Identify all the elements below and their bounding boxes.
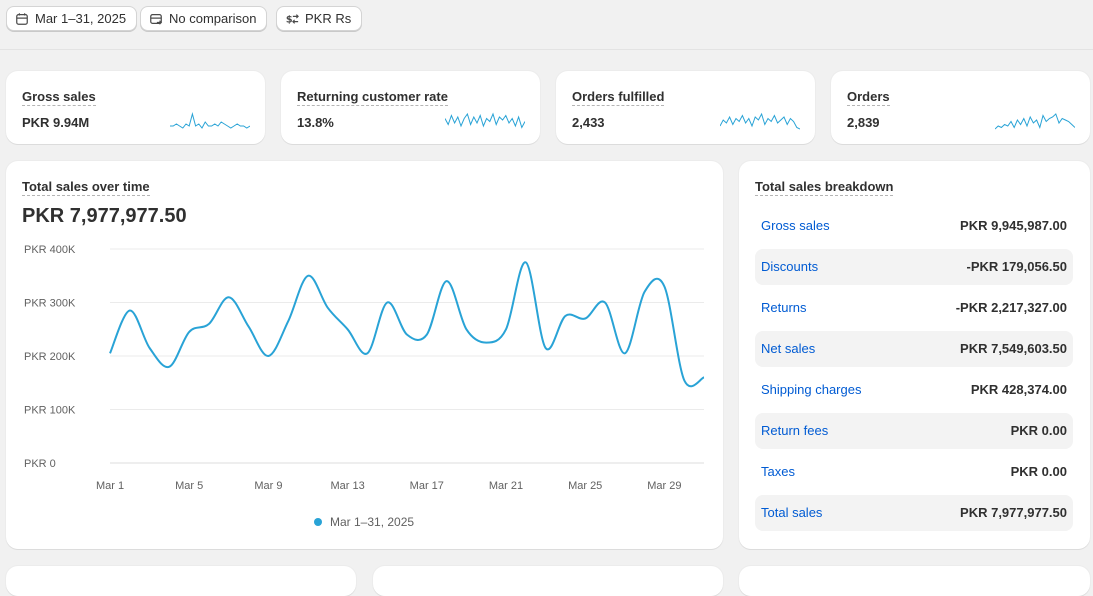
sparkline-path [445,112,525,129]
sparkline [720,112,800,130]
sparkline-path [995,113,1075,130]
sales-over-time-card: Total sales over time PKR 7,977,977.50 P… [6,161,723,549]
x-tick-label: Mar 1 [96,480,124,492]
breakdown-value: PKR 7,549,603.50 [960,341,1067,356]
comparison-button[interactable]: No comparison [140,6,268,31]
x-tick-label: Mar 13 [330,480,364,492]
sparkline-path [720,112,800,130]
metric-value: 2,839 [847,115,880,130]
comparison-label: No comparison [169,11,257,26]
svg-text:$: $ [286,14,293,25]
metric-value: 2,433 [572,115,605,130]
breakdown-value: PKR 0.00 [1010,464,1067,479]
sparkline [445,112,525,129]
breakdown-value: -PKR 179,056.50 [966,259,1067,274]
metric-value: 13.8% [297,115,334,130]
series-line[interactable] [109,261,705,388]
breakdown-value: PKR 0.00 [1010,423,1067,438]
breakdown-value: PKR 7,977,977.50 [960,505,1067,520]
breakdown-link[interactable]: Net sales [761,341,816,356]
date-range-button[interactable]: Mar 1–31, 2025 [6,6,138,31]
breakdown-row: Gross sales PKR 9,945,987.00 [755,208,1073,244]
breakdown-value: PKR 9,945,987.00 [960,218,1067,233]
x-tick-label: Mar 29 [647,480,681,492]
sparkline-path [170,112,250,129]
metric-card-returning-customer-rate[interactable]: Returning customer rate 13.8% [281,71,540,144]
legend-dot [314,518,322,526]
sales-breakdown-card: Total sales breakdown Gross sales PKR 9,… [739,161,1090,549]
next-card-left [6,566,356,596]
x-tick-label: Mar 5 [175,480,203,492]
breakdown-row: Shipping charges PKR 428,374.00 [755,372,1073,408]
chart-legend: Mar 1–31, 2025 [314,515,414,529]
x-tick-label: Mar 9 [254,480,282,492]
section-title[interactable]: Total sales over time [22,179,150,196]
breakdown-value: -PKR 2,217,327.00 [955,300,1067,315]
legend-label: Mar 1–31, 2025 [330,515,415,529]
next-card-middle [373,566,723,596]
breakdown-link[interactable]: Shipping charges [761,382,862,397]
metric-title[interactable]: Orders [847,89,890,106]
breakdown-link[interactable]: Taxes [761,464,795,479]
section-title[interactable]: Total sales breakdown [755,179,894,196]
next-card-right [739,566,1090,596]
sparkline [995,113,1075,130]
total-sales-value: PKR 7,977,977.50 [22,205,187,227]
breakdown-link[interactable]: Return fees [761,423,829,438]
currency-button[interactable]: $ PKR Rs [276,6,363,31]
y-tick-label: PKR 100K [24,405,76,417]
breakdown-row: Discounts -PKR 179,056.50 [755,249,1073,285]
breakdown-value: PKR 428,374.00 [970,382,1067,397]
y-tick-label: PKR 300K [24,298,76,310]
breakdown-link[interactable]: Discounts [761,259,819,274]
breakdown-link[interactable]: Total sales [761,505,823,520]
breakdown-row: Taxes PKR 0.00 [755,454,1073,490]
sparkline [170,112,250,129]
metric-card-orders[interactable]: Orders 2,839 [831,71,1090,144]
metric-card-orders-fulfilled[interactable]: Orders fulfilled 2,433 [556,71,815,144]
sales-line-chart[interactable]: PKR 400K PKR 300K PKR 200K PKR 100K PKR 0 Mar… [6,231,723,501]
breakdown-row: Total sales PKR 7,977,977.50 [755,495,1073,531]
x-tick-label: Mar 17 [410,480,444,492]
y-tick-label: PKR 400K [24,244,76,256]
metric-title[interactable]: Returning customer rate [297,89,448,106]
metric-value: PKR 9.94M [22,115,90,130]
currency-label: PKR Rs [305,11,352,26]
y-tick-label: PKR 0 [24,458,56,470]
x-tick-label: Mar 21 [489,480,523,492]
x-tick-label: Mar 25 [568,480,602,492]
y-tick-label: PKR 200K [24,351,76,363]
metric-title[interactable]: Gross sales [22,89,96,106]
metric-card-gross-sales[interactable]: Gross sales PKR 9.94M [6,71,265,144]
breakdown-link[interactable]: Gross sales [761,218,830,233]
breakdown-link[interactable]: Returns [761,300,807,315]
metric-title[interactable]: Orders fulfilled [572,89,665,106]
toolbar: Mar 1–31, 2025 No comparison $ PKR Rs [0,0,1093,50]
breakdown-row: Net sales PKR 7,549,603.50 [755,331,1073,367]
breakdown-row: Return fees PKR 0.00 [755,413,1073,449]
date-range-label: Mar 1–31, 2025 [35,11,127,26]
breakdown-row: Returns -PKR 2,217,327.00 [755,290,1073,326]
calendar-icon [16,12,28,25]
currency-exchange-icon: $ [286,13,299,25]
calendar-compare-icon [150,13,163,25]
